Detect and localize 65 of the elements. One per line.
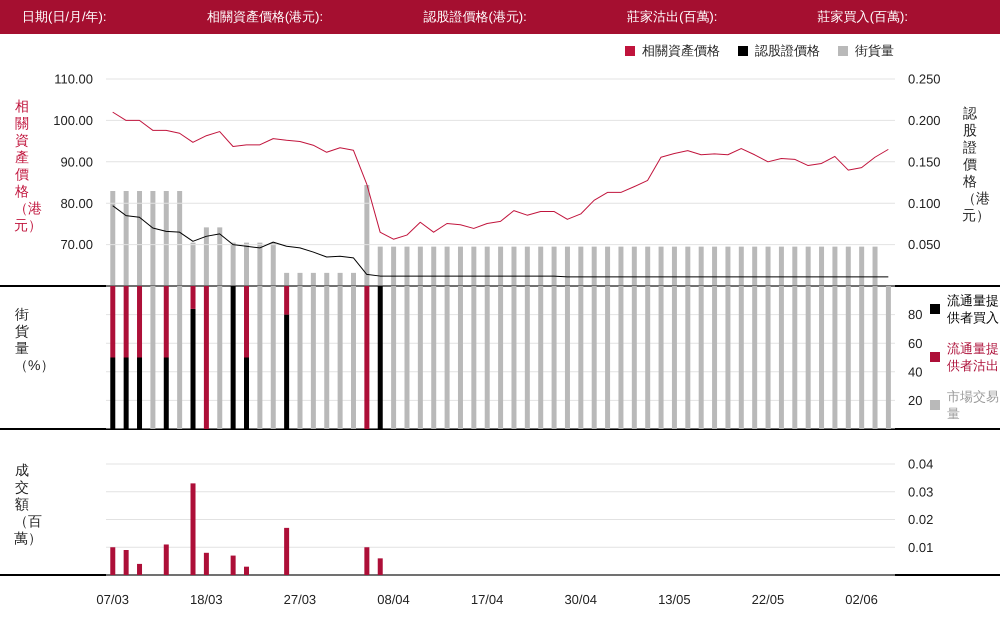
y-tick-label: 80 <box>908 307 922 322</box>
x-tick-label: 17/04 <box>470 592 504 608</box>
x-tick-label: 07/03 <box>96 592 129 608</box>
legend-label: 相關資產價格 <box>642 42 720 59</box>
y-tick-label: 70.00 <box>60 237 93 252</box>
bar <box>284 528 290 575</box>
y2-tick-label: 0.050 <box>908 237 941 252</box>
x-tick-label: 27/03 <box>284 592 316 608</box>
line-series <box>112 205 889 278</box>
y-tick-label: 60 <box>908 336 922 351</box>
text: 莊家買入(百萬): <box>818 8 908 26</box>
y-tick-label: 80.00 <box>60 196 93 211</box>
bar <box>137 358 142 429</box>
x-tick-label: 08/04 <box>377 592 410 608</box>
y2-tick-label: 0.250 <box>908 72 941 87</box>
y-tick-label: 0.03 <box>908 484 934 500</box>
x-tick-label: 02/06 <box>845 592 878 608</box>
y-tick-label: 40 <box>908 364 922 380</box>
text: 相關資產價格(港元): <box>206 8 324 26</box>
legend-label: 認股證價格 <box>755 42 820 59</box>
x-tick-label: 13/05 <box>658 592 691 608</box>
x-tick-label: 22/05 <box>752 592 784 608</box>
bar <box>204 552 209 575</box>
bar <box>137 564 142 575</box>
bar <box>110 358 116 429</box>
y-tick-label: 100.00 <box>53 113 93 128</box>
bar <box>378 558 383 575</box>
bar <box>244 566 250 575</box>
bar <box>244 358 250 429</box>
x-tick-label: 30/04 <box>564 592 598 608</box>
y-tick-label: 90.00 <box>60 154 93 170</box>
line-series <box>112 112 889 240</box>
y-tick-label: 110.00 <box>54 72 93 87</box>
bar <box>886 286 891 429</box>
bar <box>124 550 129 575</box>
y2-axis-title: 認股證價格（港元） <box>962 105 990 224</box>
y-tick-label: 0.04 <box>908 456 934 472</box>
bar <box>230 556 236 575</box>
bar <box>378 246 383 286</box>
text: 認股證價格(港元): <box>423 8 527 26</box>
bar <box>284 314 290 429</box>
bar <box>124 358 129 429</box>
legend-label: 街貨量 <box>855 42 894 59</box>
x-tick-label: 18/03 <box>190 592 223 608</box>
legend-label: 流通量提供者沽出 <box>947 340 1000 374</box>
y-axis-title: 街貨量（%） <box>14 306 54 374</box>
bar <box>190 308 196 429</box>
bar <box>230 242 236 286</box>
bar <box>164 544 169 575</box>
y-tick-label: 0.01 <box>908 540 934 555</box>
y-tick-label: 0.02 <box>908 512 934 528</box>
bar <box>190 483 196 575</box>
y-axis-title: 相關資產價格（港元） <box>14 98 42 234</box>
y2-tick-label: 0.150 <box>908 154 941 170</box>
y-tick-label: 20 <box>908 393 922 408</box>
bar <box>110 547 116 575</box>
bar <box>364 547 370 575</box>
text: 日期(日/月/年): <box>22 8 106 26</box>
text: 莊家沽出(百萬): <box>627 8 718 26</box>
legend-label: 市場交易量 <box>947 388 1000 422</box>
bar <box>164 358 169 429</box>
y-axis-title: 成交額（百萬） <box>14 462 42 547</box>
y2-tick-label: 0.100 <box>908 196 941 211</box>
y2-tick-label: 0.200 <box>908 113 941 128</box>
legend-label: 流通量提供者買入 <box>947 292 1000 326</box>
